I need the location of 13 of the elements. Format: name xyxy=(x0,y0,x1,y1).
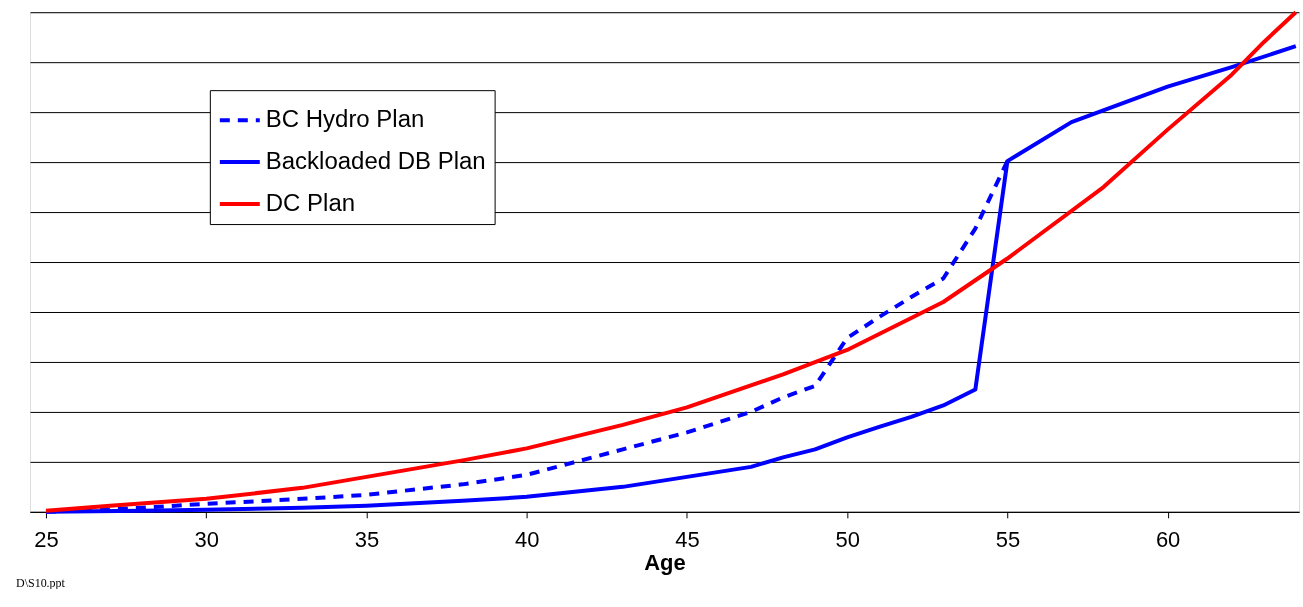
x-tick-label: 60 xyxy=(1155,527,1181,553)
legend-label: DC Plan xyxy=(265,189,356,217)
x-tick-label: 50 xyxy=(835,527,860,553)
x-tick-label: 25 xyxy=(34,527,59,553)
legend-label: Backloaded DB Plan xyxy=(265,147,486,175)
x-tick-label: 55 xyxy=(995,527,1021,553)
x-axis-title: Age xyxy=(644,550,686,576)
x-tick-label: 35 xyxy=(354,527,380,553)
x-tick-label: 40 xyxy=(514,527,540,553)
x-tick-label: 45 xyxy=(675,527,700,553)
x-tick-label: 30 xyxy=(194,527,219,553)
legend-label: BC Hydro Plan xyxy=(265,105,425,133)
text: D\S10.ppt xyxy=(15,575,66,590)
